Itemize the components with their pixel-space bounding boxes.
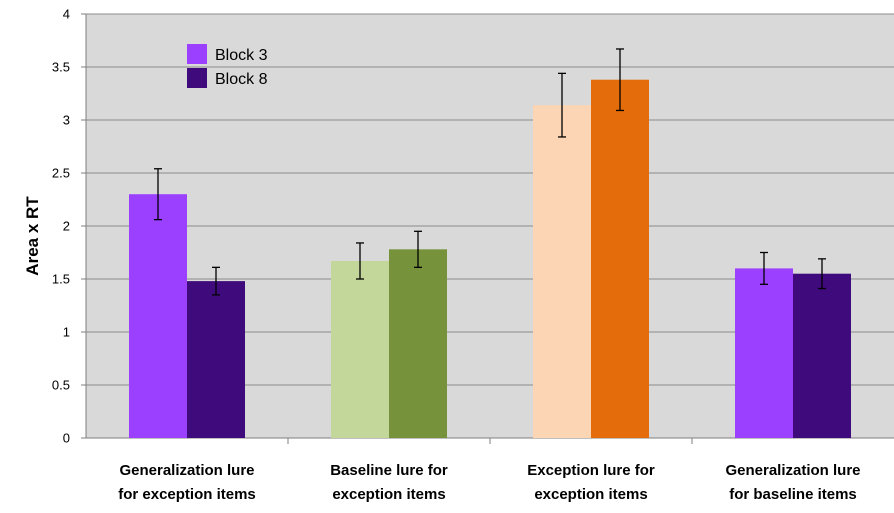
- bar-block-3: [735, 268, 793, 438]
- category-label-line: exception items: [332, 486, 445, 503]
- y-tick-label: 0: [63, 431, 70, 446]
- error-bars: [154, 48, 826, 296]
- y-tick-label: 4: [63, 7, 70, 22]
- y-tick-label: 2.5: [52, 166, 70, 181]
- category-label: Generalization lure for exception items: [118, 462, 256, 503]
- category-label-line: Generalization lure: [119, 462, 254, 479]
- category-label-line: Generalization lure: [725, 462, 860, 479]
- category-label: Baseline lure for exception items: [330, 462, 448, 503]
- bar-block-8: [389, 249, 447, 438]
- category-label-line: Exception lure for: [527, 462, 655, 479]
- legend: Block 3 Block 8: [187, 44, 268, 88]
- category-label-line: for exception items: [118, 486, 256, 503]
- category-label-line: Baseline lure for: [330, 462, 448, 479]
- bar-block-3: [129, 194, 187, 438]
- y-tick-labels: 0 0.5 1 1.5 2 2.5 3 3.5 4: [52, 7, 70, 446]
- category-labels: Generalization lure for exception items Ba…: [118, 462, 860, 503]
- y-tick-label: 1.5: [52, 272, 70, 287]
- category-label-line: exception items: [534, 486, 647, 503]
- y-tick-label: 1: [63, 325, 70, 340]
- legend-label: Block 8: [215, 71, 268, 88]
- bar-block-8: [591, 79, 649, 438]
- y-axis-label: Area x RT: [23, 196, 42, 276]
- bars: [129, 79, 851, 438]
- legend-swatch: [187, 68, 207, 88]
- legend-swatch: [187, 44, 207, 64]
- y-tick-label: 3: [63, 113, 70, 128]
- y-tick-label: 3.5: [52, 60, 70, 75]
- y-tick-label: 0.5: [52, 378, 70, 393]
- bar-block-3: [331, 260, 389, 438]
- bar-block-8: [187, 281, 245, 438]
- category-label: Generalization lure for baseline items: [725, 462, 860, 503]
- bar-block-3: [533, 105, 591, 438]
- category-label-line: for baseline items: [729, 486, 857, 503]
- y-tick-label: 2: [63, 219, 70, 234]
- legend-label: Block 3: [215, 47, 268, 64]
- category-label: Exception lure for exception items: [527, 462, 655, 503]
- bar-block-8: [793, 273, 851, 438]
